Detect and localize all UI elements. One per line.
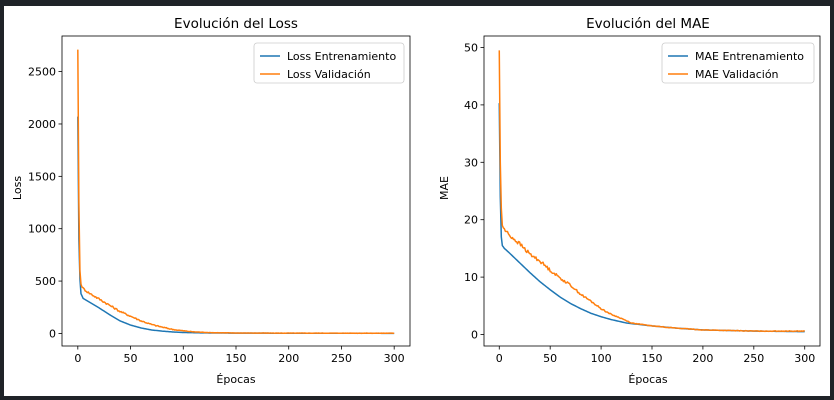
mae-chart-xtick-label: 100 (591, 352, 612, 365)
mae-chart-series-train-line (498, 103, 805, 333)
mae-chart-ytick-label: 20 (464, 214, 478, 227)
loss-chart-xtick-label: 250 (331, 352, 352, 365)
mae-chart-lines (498, 50, 805, 333)
loss-chart-ticks: 0 50 100 150 200 250 300 0 500 1000 1500 2000 2500 (28, 66, 405, 365)
mae-chart-xtick-label: 150 (642, 352, 663, 365)
loss-chart-legend-box (253, 42, 405, 84)
mae-chart-xtick-label: 200 (692, 352, 713, 365)
loss-chart-ytick-label: 2500 (28, 66, 56, 79)
mae-chart: Evolución del MAE Épocas MAE 0 50 100 150 20… (438, 16, 821, 386)
loss-chart-ytick-label: 500 (35, 275, 56, 288)
mae-chart-ticks: 0 50 100 150 200 250 300 0 10 20 30 40 50 (464, 41, 815, 365)
loss-chart-xtick-label: 150 (226, 352, 247, 365)
mae-chart-legend-label: MAE Validación (695, 68, 779, 81)
loss-chart-xtick-label: 200 (278, 352, 299, 365)
mae-chart-ytick-label: 40 (464, 99, 478, 112)
charts-canvas: Evolución del Loss Épocas Loss 0 50 100 150… (11, 16, 821, 386)
loss-chart: Evolución del Loss Épocas Loss 0 50 100 150… (11, 16, 411, 386)
mae-chart-ytick-label: 0 (471, 329, 478, 342)
loss-chart-ylabel: Loss (11, 176, 24, 200)
loss-chart-ytick-label: 2000 (28, 118, 56, 131)
mae-chart-legend-label: MAE Entrenamiento (695, 50, 804, 63)
mae-chart-xlabel: Épocas (628, 373, 667, 386)
mae-chart-series-val-line (498, 50, 805, 333)
mae-chart-ytick-label: 50 (464, 41, 478, 54)
mae-chart-xtick-label: 250 (743, 352, 764, 365)
loss-chart-xtick-label: 300 (384, 352, 405, 365)
loss-chart-ytick-label: 0 (49, 327, 56, 340)
mae-chart-ytick-label: 10 (464, 271, 478, 284)
loss-chart-lines (77, 49, 395, 335)
mae-chart-legend-box (661, 42, 815, 84)
mae-chart-title: Evolución del MAE (586, 16, 710, 32)
mae-chart-legend: MAE Entrenamiento MAE Validación (661, 42, 815, 84)
mae-chart-xtick-label: 300 (794, 352, 815, 365)
mae-chart-ytick-label: 30 (464, 156, 478, 169)
loss-chart-xlabel: Épocas (216, 373, 255, 386)
loss-chart-legend: Loss Entrenamiento Loss Validación (253, 42, 405, 84)
loss-chart-series-val-line (77, 49, 395, 335)
loss-chart-ytick-label: 1500 (28, 170, 56, 183)
loss-chart-ytick-label: 1000 (28, 223, 56, 236)
loss-chart-xtick-label: 0 (74, 352, 81, 365)
figure: Evolución del Loss Épocas Loss 0 50 100 150… (4, 6, 830, 396)
loss-chart-legend-label: Loss Validación (287, 68, 371, 81)
loss-chart-series-train-line (77, 116, 395, 335)
mae-chart-xtick-label: 0 (496, 352, 503, 365)
loss-chart-xtick-label: 50 (124, 352, 138, 365)
loss-chart-xtick-label: 100 (173, 352, 194, 365)
loss-chart-legend-label: Loss Entrenamiento (287, 50, 396, 63)
loss-chart-title: Evolución del Loss (174, 16, 298, 32)
mae-chart-xtick-label: 50 (543, 352, 557, 365)
mae-chart-ylabel: MAE (438, 176, 451, 200)
